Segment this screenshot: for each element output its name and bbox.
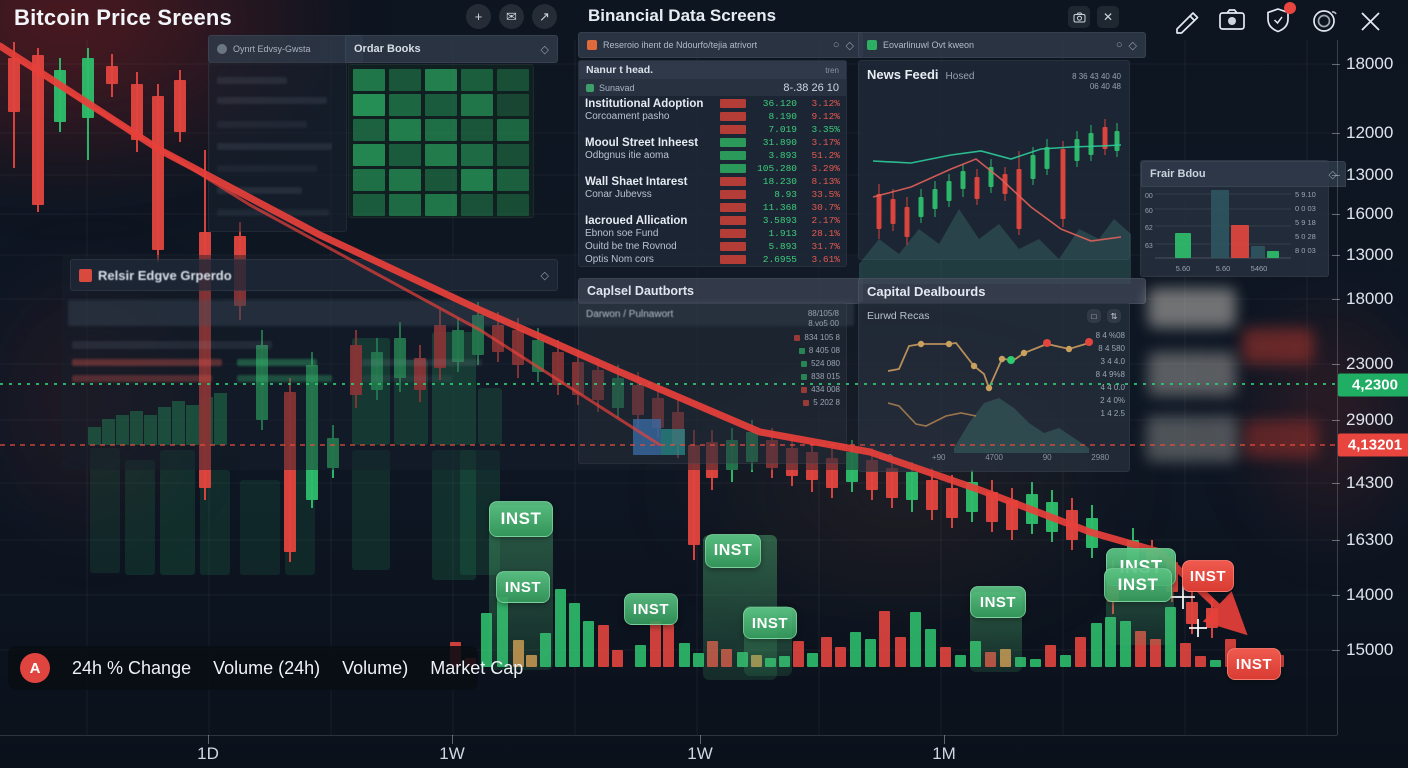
time-tick [208, 735, 209, 744]
inst-badge[interactable]: INST [1104, 568, 1172, 602]
price-tick [1332, 540, 1340, 541]
price-label: 18000 [1346, 54, 1393, 74]
inst-badge[interactable]: INST [489, 501, 553, 537]
price-label: 16000 [1346, 204, 1393, 224]
price-label: 23000 [1346, 354, 1393, 374]
price-label: 14300 [1346, 473, 1393, 493]
timeframe-button[interactable]: 1W [687, 744, 713, 764]
price-level-badge: 4,13201 [1338, 434, 1408, 457]
price-tick [1332, 595, 1340, 596]
inst-badge[interactable]: INST [496, 571, 550, 603]
camera-icon[interactable] [1216, 4, 1248, 36]
mail-button[interactable]: ✉ [499, 4, 524, 29]
time-tick [944, 735, 945, 744]
time-tick [700, 735, 701, 744]
edit-icon[interactable] [1170, 4, 1202, 36]
legend-item[interactable]: 24h % Change [72, 658, 191, 679]
price-tick [1332, 255, 1340, 256]
price-tick [1332, 133, 1340, 134]
price-label: 14000 [1346, 585, 1393, 605]
price-tick [1332, 175, 1340, 176]
page-title: Bitcoin Price Sreens [14, 5, 232, 31]
trading-dashboard: Oynrt Edvsy-Gwsta Ordar Books ◇ Relsir E… [0, 0, 1408, 768]
price-label: 15000 [1346, 640, 1393, 660]
close-button[interactable]: ✕ [1097, 6, 1119, 28]
time-tick [452, 735, 453, 744]
shield-alert-icon[interactable] [1262, 4, 1294, 36]
legend-bar: A 24h % Change Volume (24h) Volume) Market … [8, 646, 478, 690]
price-tick [1332, 420, 1340, 421]
screenshot-button[interactable] [1068, 6, 1090, 28]
price-label: 13000 [1346, 165, 1393, 185]
notification-dot [1284, 2, 1296, 14]
price-tick [1332, 364, 1340, 365]
center-title: Binancial Data Screens [588, 6, 776, 26]
price-label: 18000 [1346, 289, 1393, 309]
inst-badge[interactable]: INST [1182, 560, 1234, 592]
price-tick [1332, 650, 1340, 651]
alert-badge-icon: A [20, 653, 50, 683]
inst-badge[interactable]: INST [970, 586, 1026, 618]
price-label: 13000 [1346, 245, 1393, 265]
price-label: 16300 [1346, 530, 1393, 550]
inst-badge[interactable]: INST [743, 607, 797, 639]
timeframe-button[interactable]: 1M [932, 744, 956, 764]
time-axis-line [0, 735, 1337, 736]
legend-item[interactable]: Volume (24h) [213, 658, 320, 679]
price-tick [1332, 299, 1340, 300]
price-label: 29000 [1346, 410, 1393, 430]
legend-item[interactable]: Market Cap [430, 658, 523, 679]
price-tick [1332, 483, 1340, 484]
timeframe-button[interactable]: 1D [197, 744, 219, 764]
aperture-icon[interactable] [1308, 4, 1340, 36]
inst-badge[interactable]: INST [624, 593, 678, 625]
price-level-badge: 4,2300 [1338, 374, 1408, 397]
legend-item[interactable]: Volume) [342, 658, 408, 679]
inst-badge[interactable]: INST [705, 534, 761, 568]
expand-button[interactable]: ↗ [532, 4, 557, 29]
close-icon[interactable] [1354, 4, 1386, 36]
inst-badge[interactable]: INST [1227, 648, 1281, 680]
timeframe-button[interactable]: 1W [439, 744, 465, 764]
price-tick [1332, 214, 1340, 215]
price-tick [1332, 64, 1340, 65]
add-button[interactable]: + [466, 4, 491, 29]
price-label: 12000 [1346, 123, 1393, 143]
